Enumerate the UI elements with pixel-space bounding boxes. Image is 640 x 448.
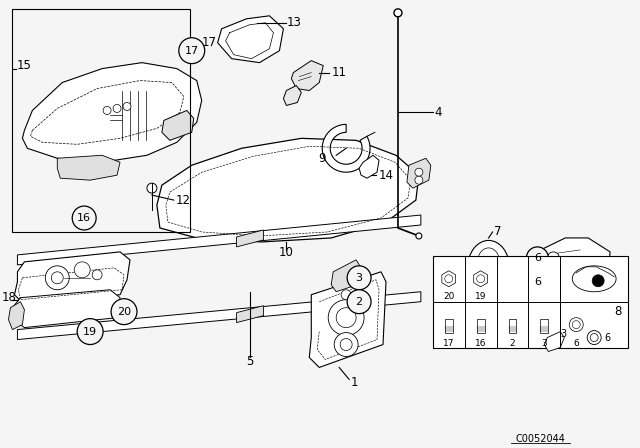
Ellipse shape [468,241,509,295]
Text: 20: 20 [443,292,454,301]
Text: 17: 17 [443,339,454,348]
Polygon shape [162,111,194,140]
Text: 6: 6 [573,339,579,348]
Text: 12: 12 [176,194,191,207]
Circle shape [445,275,452,283]
Bar [477,319,484,332]
Circle shape [123,103,131,111]
Circle shape [347,290,371,314]
Bar [445,319,452,332]
Circle shape [111,299,137,325]
Text: 16: 16 [77,213,91,223]
Text: 9: 9 [319,152,326,165]
Ellipse shape [572,266,616,292]
Text: 8: 8 [614,305,621,318]
Text: 6: 6 [604,332,611,343]
Circle shape [347,266,371,290]
Polygon shape [237,230,264,247]
Polygon shape [407,158,431,188]
Polygon shape [58,155,120,180]
Polygon shape [309,272,386,367]
Text: 2: 2 [356,297,363,307]
Polygon shape [332,260,361,292]
Text: 3: 3 [541,339,547,348]
Circle shape [72,206,96,230]
Text: 10: 10 [279,246,294,259]
Text: 5: 5 [246,355,253,368]
Circle shape [547,276,559,288]
Circle shape [415,168,423,176]
Text: 15: 15 [17,59,31,72]
Circle shape [572,321,580,328]
Circle shape [147,183,157,193]
Circle shape [45,266,69,290]
Polygon shape [284,86,301,105]
Text: 19: 19 [83,327,97,336]
Circle shape [113,104,121,112]
Polygon shape [291,60,323,90]
Text: 20: 20 [117,307,131,317]
Circle shape [569,318,583,332]
Bar [509,319,516,332]
Text: 16: 16 [475,339,486,348]
Circle shape [92,270,102,280]
Text: C0052044: C0052044 [515,434,565,444]
Ellipse shape [477,248,500,276]
Text: 13: 13 [286,16,301,29]
Polygon shape [474,271,488,287]
Circle shape [592,275,604,287]
Text: 1: 1 [351,376,358,389]
Text: 3: 3 [560,328,566,339]
Circle shape [334,332,358,357]
Text: 7: 7 [493,225,501,238]
Polygon shape [529,238,610,308]
Polygon shape [323,125,370,172]
Text: 17: 17 [185,46,199,56]
Text: 4: 4 [435,106,442,119]
Polygon shape [17,292,421,340]
Text: 6: 6 [534,253,541,263]
Circle shape [328,300,364,336]
Circle shape [74,262,90,278]
Bar [540,319,548,332]
Circle shape [51,272,63,284]
Polygon shape [8,302,24,330]
Bar [12,9,190,232]
Circle shape [179,38,205,64]
Polygon shape [218,16,284,63]
Circle shape [588,331,601,345]
Circle shape [336,308,356,327]
Circle shape [341,290,351,300]
Polygon shape [442,271,456,287]
Circle shape [477,275,484,283]
Text: 3: 3 [356,273,363,283]
Text: 18: 18 [1,291,17,304]
Text: 11: 11 [332,66,346,79]
Circle shape [340,339,352,350]
Circle shape [547,252,559,264]
Bar [433,256,628,348]
Polygon shape [10,290,120,327]
Circle shape [77,319,103,345]
Circle shape [590,334,598,341]
Text: 19: 19 [475,292,486,301]
Polygon shape [545,332,564,352]
Circle shape [416,233,422,239]
Polygon shape [17,215,421,265]
Text: 14: 14 [379,169,394,182]
Circle shape [527,247,548,269]
Circle shape [103,107,111,114]
Circle shape [415,176,423,184]
Circle shape [527,271,548,293]
Polygon shape [157,138,419,242]
Polygon shape [359,155,379,178]
Text: 17: 17 [202,36,217,49]
Polygon shape [22,63,202,162]
Text: 2: 2 [509,339,515,348]
Polygon shape [237,306,264,323]
Text: 6: 6 [534,277,541,287]
Polygon shape [15,252,130,305]
Circle shape [394,9,402,17]
